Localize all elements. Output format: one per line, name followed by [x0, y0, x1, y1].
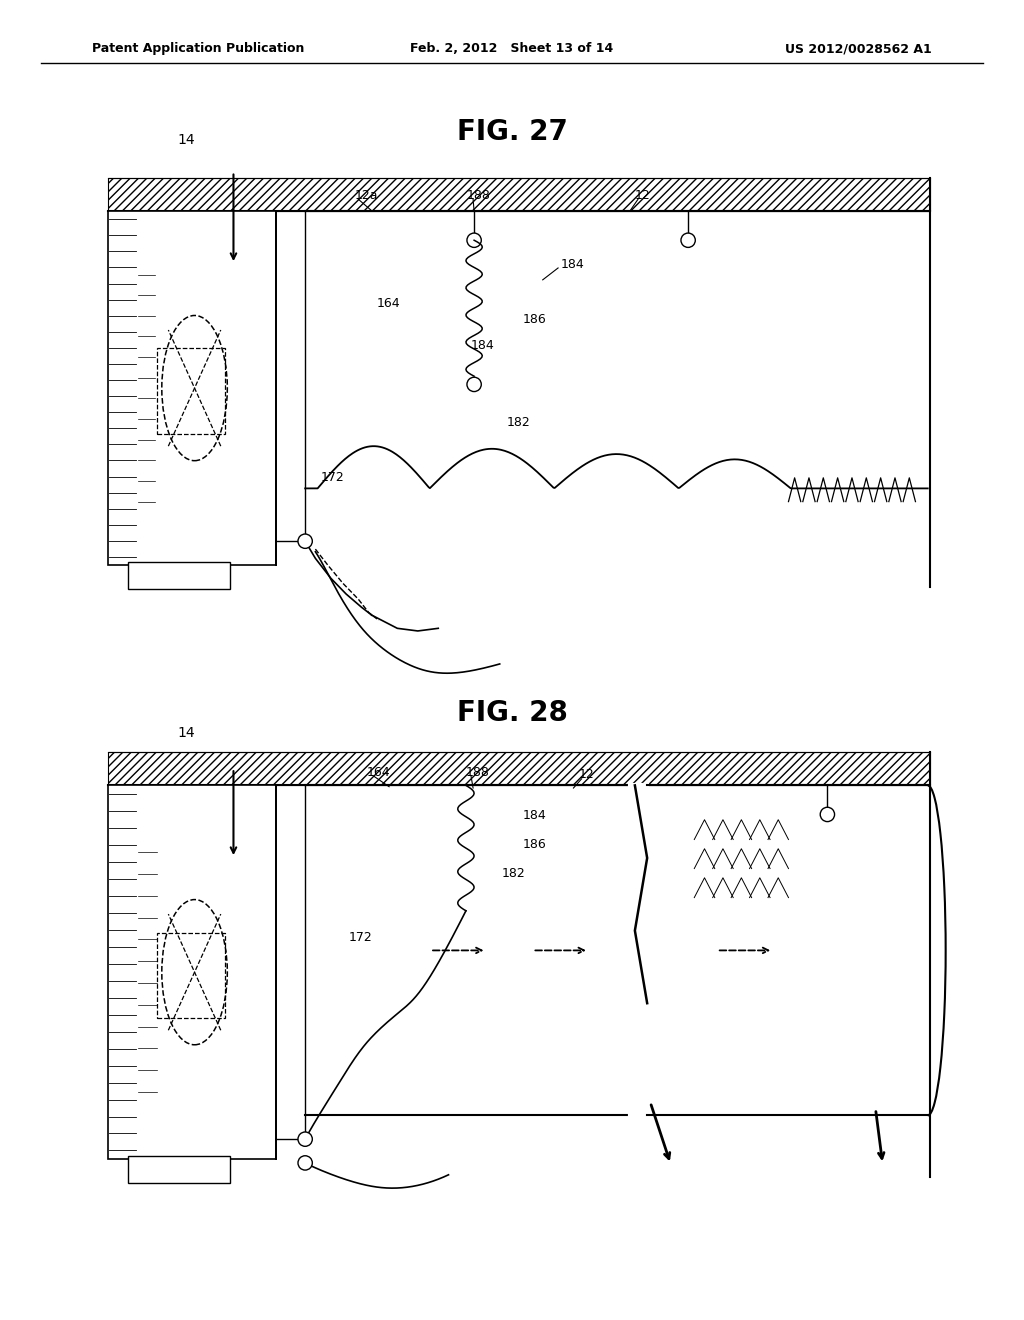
Text: 184: 184 — [561, 257, 585, 271]
Text: 182: 182 — [507, 416, 530, 429]
Text: 12a: 12a — [354, 189, 378, 202]
Text: 164: 164 — [377, 297, 400, 310]
Text: FIG. 28: FIG. 28 — [457, 698, 567, 727]
Text: 188: 188 — [466, 766, 489, 779]
Text: 172: 172 — [321, 471, 345, 484]
Circle shape — [820, 808, 835, 821]
Ellipse shape — [162, 900, 227, 1045]
Text: 12: 12 — [635, 189, 650, 202]
Ellipse shape — [162, 315, 227, 461]
Text: 182: 182 — [502, 867, 525, 880]
Bar — [157, 348, 225, 434]
Circle shape — [467, 378, 481, 392]
Circle shape — [467, 234, 481, 247]
Bar — [128, 562, 230, 589]
Text: 186: 186 — [522, 838, 546, 851]
Bar — [157, 932, 225, 1019]
Text: 172: 172 — [348, 931, 373, 944]
Text: FIG. 27: FIG. 27 — [457, 117, 567, 147]
Text: 164: 164 — [367, 766, 390, 779]
Circle shape — [298, 1156, 312, 1170]
Text: 184: 184 — [522, 809, 546, 822]
Text: 184: 184 — [471, 339, 495, 352]
Bar — [108, 785, 276, 1159]
Text: 188: 188 — [467, 189, 490, 202]
Text: 186: 186 — [522, 313, 546, 326]
Text: US 2012/0028562 A1: US 2012/0028562 A1 — [785, 42, 932, 55]
Circle shape — [298, 535, 312, 548]
Text: 14: 14 — [177, 133, 196, 147]
Bar — [108, 752, 930, 785]
Circle shape — [298, 1133, 312, 1146]
Text: Feb. 2, 2012   Sheet 13 of 14: Feb. 2, 2012 Sheet 13 of 14 — [411, 42, 613, 55]
Text: 14: 14 — [177, 726, 196, 739]
Bar — [108, 178, 930, 211]
Circle shape — [681, 234, 695, 247]
Bar — [108, 211, 276, 565]
Text: 12: 12 — [579, 768, 594, 781]
Bar — [128, 1156, 230, 1183]
Text: Patent Application Publication: Patent Application Publication — [92, 42, 304, 55]
